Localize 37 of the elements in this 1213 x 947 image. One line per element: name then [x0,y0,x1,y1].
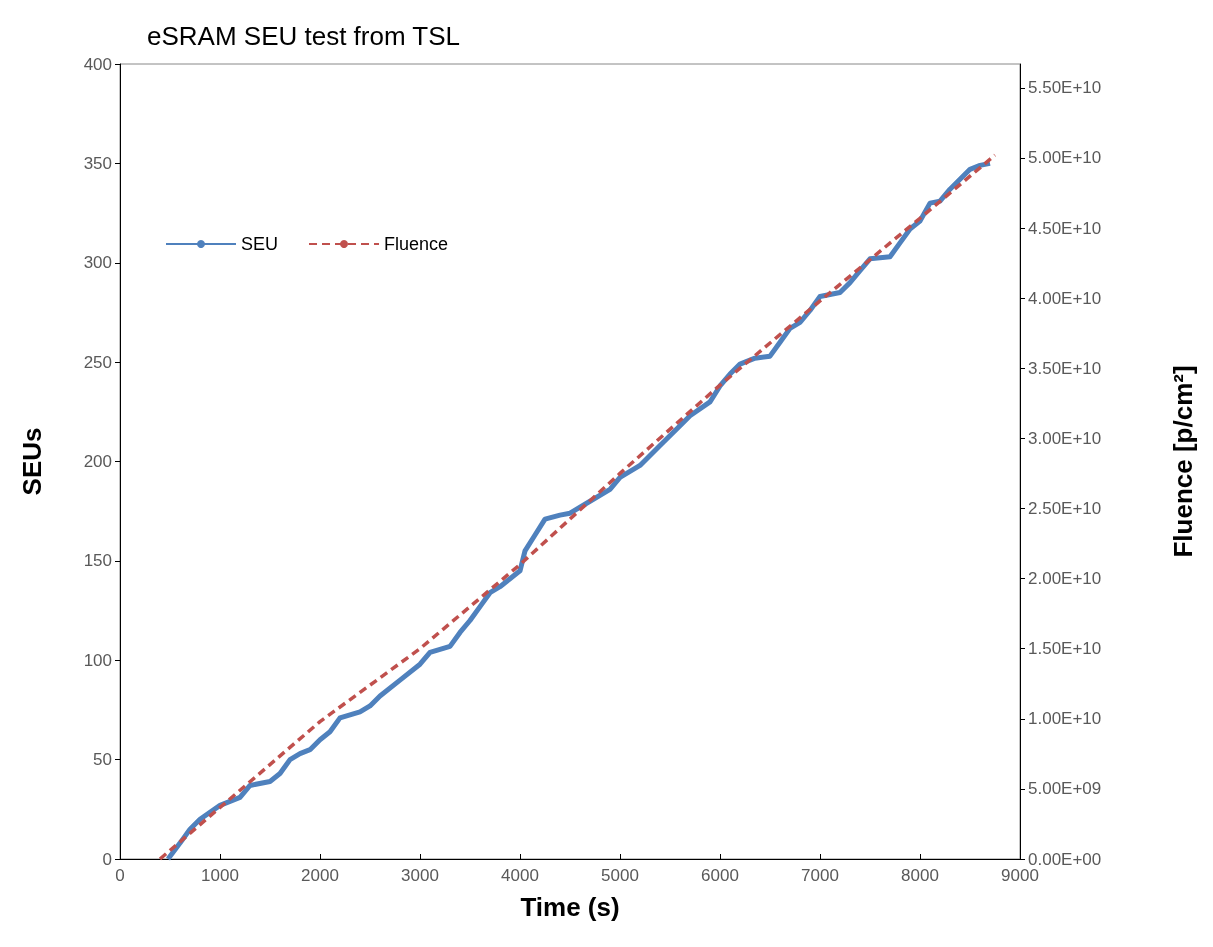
x-axis-title: Time (s) [520,892,620,922]
y-tick-label: 350 [83,153,112,173]
y-tick-label: 0 [102,849,112,869]
y2-tick-label: 2.50E+10 [1028,498,1102,518]
legend-label: SEU [241,234,279,254]
x-tick-label: 9000 [1001,866,1039,885]
y2-tick-label: 5.00E+09 [1028,779,1102,799]
x-tick-label: 6000 [701,866,739,885]
y2-tick-label: 1.00E+10 [1028,709,1102,729]
y2-tick-label: 4.00E+10 [1028,288,1102,308]
x-tick-label: 5000 [601,866,639,885]
y-tick-label: 300 [83,253,112,273]
x-tick-label: 7000 [801,866,839,885]
y2-tick-label: 0.00E+00 [1028,849,1102,869]
x-tick-label: 1000 [201,866,239,885]
x-tick-label: 0 [115,866,125,885]
y-tick-label: 200 [83,452,112,471]
y2-tick-label: 4.50E+10 [1028,218,1102,238]
y2-tick-label: 5.00E+10 [1028,148,1102,168]
x-tick-label: 2000 [301,866,339,885]
y2-tick-label: 1.50E+10 [1028,639,1102,659]
y-tick-label: 400 [83,54,112,74]
y-tick-label: 150 [83,551,112,571]
chart-title: eSRAM SEU test from TSL [147,21,461,51]
y2-tick-label: 5.50E+10 [1028,78,1102,98]
y2-tick-label: 3.00E+10 [1028,428,1102,448]
y-tick-label: 250 [83,352,112,372]
y2-axis-title: Fluence [p/cm²] [1168,365,1198,558]
x-tick-label: 4000 [501,866,539,885]
x-tick-label: 8000 [901,866,939,885]
x-tick-label: 3000 [401,866,439,885]
y2-tick-label: 2.00E+10 [1028,569,1102,589]
legend-label: Fluence [384,234,449,254]
y-tick-label: 50 [93,750,112,770]
y-tick-label: 100 [83,650,112,670]
y2-tick-label: 3.50E+10 [1028,358,1102,378]
y-axis-title: SEUs [17,427,47,496]
